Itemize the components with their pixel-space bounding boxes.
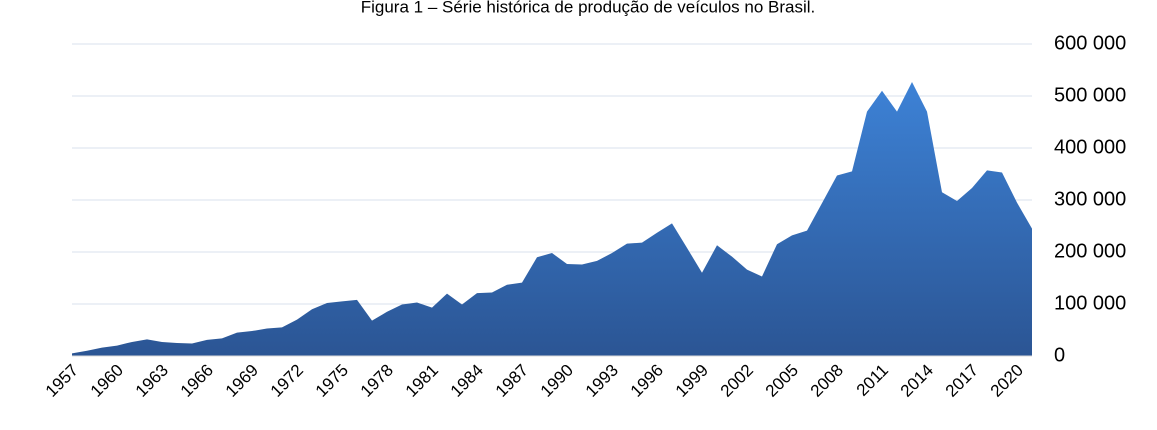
x-tick-label: 1987 — [492, 361, 532, 401]
y-tick-label: 100 000 — [1054, 292, 1126, 314]
area — [72, 81, 1032, 357]
x-tick-label: 2008 — [807, 361, 847, 401]
y-tick-label: 600 000 — [1054, 32, 1126, 54]
x-tick-label: 1993 — [582, 361, 622, 401]
y-tick-label: 0 — [1054, 344, 1065, 366]
x-tick-label: 1963 — [132, 361, 172, 401]
y-tick-label: 300 000 — [1054, 188, 1126, 210]
x-tick-label: 1984 — [447, 361, 487, 401]
x-tick-label: 1966 — [177, 361, 217, 401]
x-tick-label: 1975 — [312, 361, 352, 401]
x-tick-label: 1957 — [42, 361, 82, 401]
x-tick-label: 2020 — [987, 361, 1027, 401]
x-tick-label: 1999 — [672, 361, 712, 401]
y-tick-label: 500 000 — [1054, 84, 1126, 106]
chart-title: Figura 1 – Série histórica de produção d… — [361, 0, 816, 16]
x-tick-label: 1969 — [222, 361, 262, 401]
x-tick-label: 1990 — [537, 361, 577, 401]
y-tick-label: 200 000 — [1054, 240, 1126, 262]
x-tick-label: 2005 — [762, 361, 802, 401]
x-tick-label: 1981 — [402, 361, 442, 401]
x-tick-label: 2014 — [897, 361, 937, 401]
x-tick-label: 1972 — [267, 361, 307, 401]
x-tick-label: 1960 — [87, 361, 127, 401]
y-tick-label: 400 000 — [1054, 136, 1126, 158]
x-tick-label: 2017 — [942, 361, 982, 401]
x-tick-label: 1996 — [627, 361, 667, 401]
x-tick-label: 2002 — [717, 361, 757, 401]
x-tick-label: 2011 — [853, 361, 892, 400]
x-tick-label: 1978 — [357, 361, 397, 401]
